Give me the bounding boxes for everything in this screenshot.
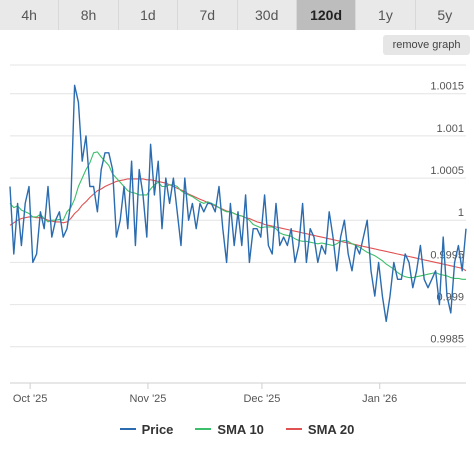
y-tick-label: 1.0005 (430, 165, 464, 177)
remove-graph-button[interactable]: remove graph (383, 35, 470, 55)
y-tick-label: 0.999 (436, 292, 464, 304)
x-tick-label: Oct '25 (13, 393, 48, 405)
chart-legend: Price SMA 10 SMA 20 (0, 418, 474, 440)
x-tick-label: Jan '26 (362, 393, 397, 405)
legend-swatch-sma10 (195, 428, 212, 430)
y-tick-label: 1.0015 (430, 81, 464, 93)
tab-7d[interactable]: 7d (178, 0, 238, 30)
legend-swatch-sma20 (285, 428, 302, 430)
tab-120d[interactable]: 120d (296, 0, 357, 30)
legend-item-sma10[interactable]: SMA 10 (195, 421, 264, 437)
legend-item-price[interactable]: Price (119, 421, 174, 437)
price-line (9, 84, 467, 323)
y-tick-label: 0.9985 (430, 334, 464, 346)
legend-label: Price (141, 421, 174, 437)
tab-1d[interactable]: 1d (119, 0, 179, 30)
tab-1y[interactable]: 1y (356, 0, 416, 30)
y-tick-label: 1 (458, 207, 464, 219)
x-tick-label: Dec '25 (243, 393, 280, 405)
legend-item-sma20[interactable]: SMA 20 (285, 421, 355, 437)
sma20-line (9, 178, 467, 272)
legend-label: SMA 20 (307, 421, 355, 437)
timeframe-tabs: 4h 8h 1d 7d 30d 120d 1y 5y (0, 0, 474, 30)
legend-label: SMA 10 (217, 421, 264, 437)
tab-8h[interactable]: 8h (59, 0, 119, 30)
x-tick-label: Nov '25 (129, 393, 166, 405)
legend-swatch-price (119, 428, 136, 430)
tab-30d[interactable]: 30d (238, 0, 297, 30)
y-tick-label: 1.001 (436, 123, 464, 135)
tab-5y[interactable]: 5y (437, 7, 453, 23)
tab-4h[interactable]: 4h (0, 0, 60, 30)
